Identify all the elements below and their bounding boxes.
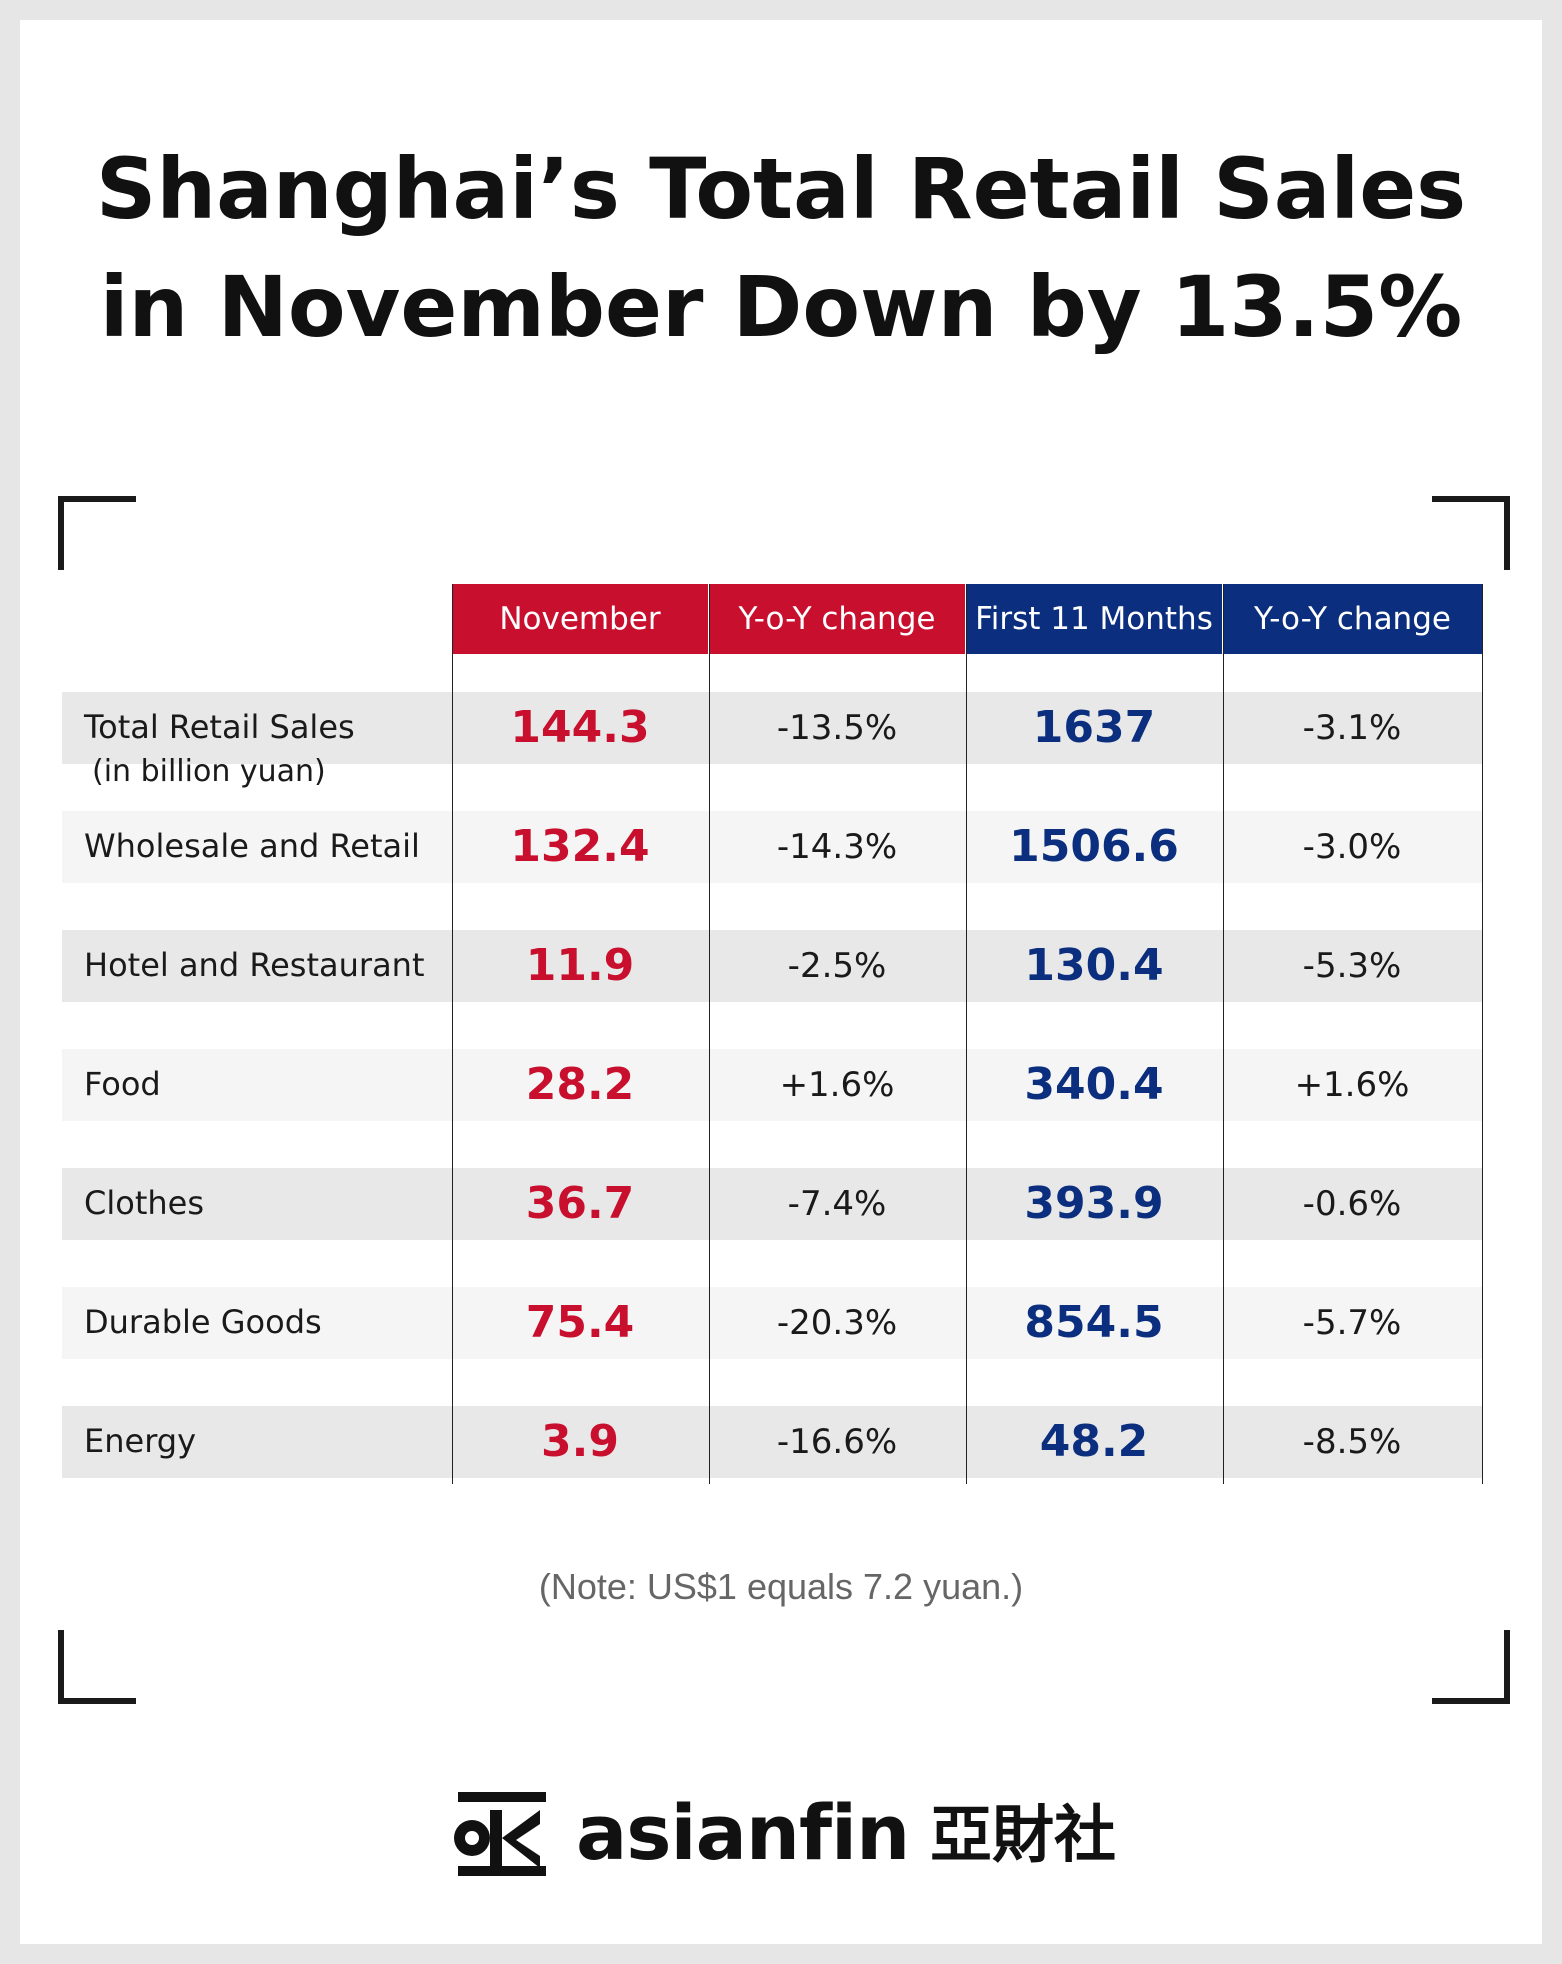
column-divider <box>966 584 967 1484</box>
corner-bracket-bottom-left <box>58 1630 136 1704</box>
first-11-months-yoy-change: -5.7% <box>1302 1303 1402 1343</box>
header-first11-yoy: Y-o-Y change <box>1223 584 1482 654</box>
page-title: Shanghai’s Total Retail Sales in Novembe… <box>0 130 1562 366</box>
first-11-months-yoy-change: -0.6% <box>1302 1184 1402 1224</box>
row-label: Energy <box>84 1422 197 1460</box>
row-label: Clothes <box>84 1184 204 1222</box>
table-row <box>62 930 1482 1002</box>
row-label: Durable Goods <box>84 1303 322 1341</box>
corner-bracket-top-right <box>1432 496 1510 570</box>
first-11-months-value: 48.2 <box>1039 1416 1149 1467</box>
november-value: 11.9 <box>525 940 635 991</box>
column-divider <box>1223 584 1224 1484</box>
column-divider <box>452 584 453 1484</box>
table-row <box>62 1168 1482 1240</box>
first-11-months-value: 854.5 <box>1024 1297 1164 1348</box>
first-11-months-yoy-change: -3.0% <box>1302 827 1402 867</box>
first-11-months-value: 340.4 <box>1024 1059 1164 1110</box>
november-value: 28.2 <box>525 1059 635 1110</box>
november-yoy-change: -14.3% <box>776 827 898 867</box>
table-row <box>62 1287 1482 1359</box>
logo-chinese-wordmark: 亞財社 <box>930 1798 1117 1871</box>
table-row <box>62 811 1482 883</box>
table-row <box>62 692 1482 764</box>
row-sublabel: (in billion yuan) <box>92 754 326 789</box>
row-label: Total Retail Sales <box>84 708 355 746</box>
november-value: 144.3 <box>510 702 650 753</box>
first-11-months-yoy-change: -3.1% <box>1302 708 1402 748</box>
first-11-months-yoy-change: -5.3% <box>1302 946 1402 986</box>
november-value: 36.7 <box>525 1178 635 1229</box>
november-yoy-change: -16.6% <box>776 1422 898 1462</box>
november-yoy-change: -20.3% <box>776 1303 898 1343</box>
header-november: November <box>452 584 708 654</box>
first-11-months-value: 393.9 <box>1024 1178 1164 1229</box>
logo-wordmark: asianfin <box>576 1788 910 1877</box>
november-value: 132.4 <box>510 821 650 872</box>
currency-note: (Note: US$1 equals 7.2 yuan.) <box>538 1566 1024 1607</box>
row-label: Hotel and Restaurant <box>84 946 425 984</box>
november-value: 75.4 <box>525 1297 635 1348</box>
table-row <box>62 1406 1482 1478</box>
first-11-months-value: 1506.6 <box>1009 821 1179 872</box>
first-11-months-value: 130.4 <box>1024 940 1164 991</box>
november-yoy-change: +1.6% <box>779 1065 895 1105</box>
first-11-months-yoy-change: +1.6% <box>1294 1065 1410 1105</box>
row-label: Food <box>84 1065 161 1103</box>
row-label: Wholesale and Retail <box>84 827 420 865</box>
november-yoy-change: -13.5% <box>776 708 898 748</box>
first-11-months-yoy-change: -8.5% <box>1302 1422 1402 1462</box>
column-divider <box>709 584 710 1484</box>
november-value: 3.9 <box>541 1416 619 1467</box>
header-first-11-months: First 11 Months <box>966 584 1222 654</box>
november-yoy-change: -7.4% <box>787 1184 887 1224</box>
corner-bracket-top-left <box>58 496 136 570</box>
first-11-months-value: 1637 <box>1032 702 1156 753</box>
november-yoy-change: -2.5% <box>787 946 887 986</box>
table-row <box>62 1049 1482 1121</box>
asianfin-logo-icon <box>454 1792 546 1876</box>
title-line-1: Shanghai’s Total Retail Sales <box>95 140 1467 238</box>
corner-bracket-bottom-right <box>1432 1630 1510 1704</box>
column-divider <box>1482 584 1483 1484</box>
title-line-2: in November Down by 13.5% <box>99 258 1463 356</box>
header-nov-yoy: Y-o-Y change <box>709 584 965 654</box>
asianfin-logo: asianfin 亞財社 <box>450 1788 1130 1878</box>
